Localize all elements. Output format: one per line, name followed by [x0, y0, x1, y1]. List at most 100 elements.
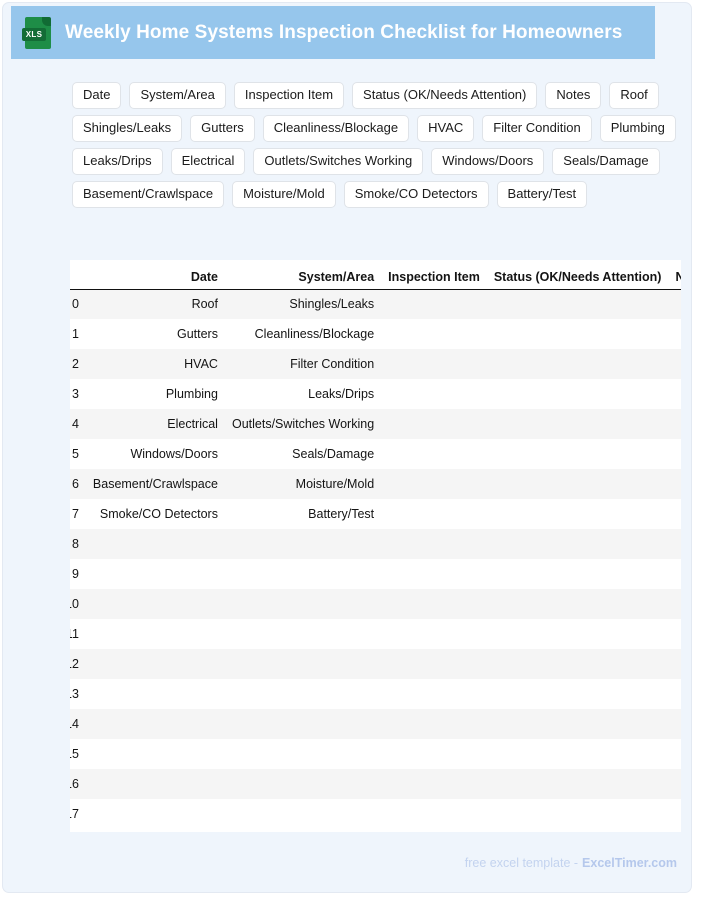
keyword-chip[interactable]: Cleanliness/Blockage: [262, 115, 410, 142]
table-cell[interactable]: [381, 499, 487, 529]
row-index-cell[interactable]: 0: [71, 297, 79, 312]
table-cell[interactable]: [86, 619, 225, 649]
table-cell[interactable]: [86, 769, 225, 799]
keyword-chip[interactable]: Basement/Crawlspace: [72, 181, 225, 208]
table-cell[interactable]: [381, 619, 487, 649]
row-index-cell[interactable]: 7: [71, 507, 79, 521]
table-cell[interactable]: [86, 709, 225, 739]
table-cell[interactable]: [86, 559, 225, 589]
table-row[interactable]: 16: [70, 769, 681, 799]
table-cell[interactable]: [381, 799, 487, 829]
keyword-chip[interactable]: Battery/Test: [496, 181, 588, 208]
row-index-cell[interactable]: 15: [70, 747, 79, 761]
table-row[interactable]: 4 Electrical Outlets/Switches Working: [70, 409, 681, 439]
table-cell[interactable]: [381, 439, 487, 469]
keyword-chip[interactable]: HVAC: [417, 115, 475, 142]
row-index-cell[interactable]: 12: [70, 657, 79, 671]
table-cell[interactable]: [668, 469, 681, 499]
keyword-chip[interactable]: Moisture/Mold: [232, 181, 336, 208]
table-cell[interactable]: [668, 709, 681, 739]
keyword-chip[interactable]: Notes: [545, 82, 602, 109]
table-cell[interactable]: [381, 469, 487, 499]
table-cell[interactable]: Smoke/CO Detectors: [99, 507, 218, 521]
row-index-cell[interactable]: 4: [71, 417, 79, 431]
table-cell[interactable]: Roof: [191, 297, 218, 312]
table-row[interactable]: 10: [70, 589, 681, 619]
table-cell[interactable]: [487, 349, 669, 379]
table-cell[interactable]: [225, 559, 381, 589]
keyword-chip[interactable]: Filter Condition: [482, 115, 592, 142]
table-cell[interactable]: [668, 349, 681, 379]
table-row[interactable]: 5 Windows/Doors Seals/Damage: [70, 439, 681, 469]
table-row[interactable]: 7 Smoke/CO Detectors Battery/Test: [70, 499, 681, 529]
table-cell[interactable]: [225, 589, 381, 619]
table-cell[interactable]: [487, 319, 669, 349]
table-cell[interactable]: [225, 769, 381, 799]
keyword-chip[interactable]: Plumbing: [599, 115, 676, 142]
table-cell[interactable]: Electrical: [167, 417, 218, 431]
row-index-cell[interactable]: 13: [70, 687, 79, 701]
table-cell[interactable]: Filter Condition: [290, 357, 375, 371]
table-cell[interactable]: Basement/Crawlspace: [92, 477, 218, 491]
table-row[interactable]: 2 HVAC Filter Condition: [70, 349, 681, 379]
table-cell[interactable]: [487, 499, 669, 529]
table-row[interactable]: 1 Gutters Cleanliness/Blockage: [70, 319, 681, 349]
table-cell[interactable]: [668, 679, 681, 709]
table-cell[interactable]: [668, 589, 681, 619]
table-cell[interactable]: [487, 439, 669, 469]
table-cell[interactable]: [668, 649, 681, 679]
row-index-cell[interactable]: 1: [71, 327, 79, 341]
table-cell[interactable]: Leaks/Drips: [308, 387, 375, 401]
table-cell[interactable]: [668, 619, 681, 649]
row-index-cell[interactable]: 14: [70, 717, 79, 731]
spreadsheet-table-viewport[interactable]: Date System/Area Inspection Item Status (OK…: [70, 260, 681, 832]
table-cell[interactable]: Seals/Damage: [292, 447, 375, 461]
table-cell[interactable]: [487, 559, 669, 589]
table-cell[interactable]: [225, 619, 381, 649]
table-cell[interactable]: [487, 649, 669, 679]
table-cell[interactable]: [86, 649, 225, 679]
table-cell[interactable]: [381, 379, 487, 409]
table-cell[interactable]: [381, 289, 487, 319]
table-cell[interactable]: [86, 799, 225, 829]
row-index-cell[interactable]: 6: [71, 477, 79, 491]
table-cell[interactable]: HVAC: [184, 357, 218, 371]
table-row[interactable]: 6 Basement/Crawlspace Moisture/Mold: [70, 469, 681, 499]
table-cell[interactable]: [668, 529, 681, 559]
table-cell[interactable]: Cleanliness/Blockage: [254, 327, 375, 341]
table-cell[interactable]: Shingles/Leaks: [289, 297, 375, 312]
row-index-cell[interactable]: 17: [70, 807, 79, 821]
table-cell[interactable]: [225, 679, 381, 709]
table-cell[interactable]: [487, 589, 669, 619]
table-cell[interactable]: [668, 439, 681, 469]
row-index-cell[interactable]: 8: [71, 537, 79, 551]
table-cell[interactable]: [381, 319, 487, 349]
table-cell[interactable]: [381, 589, 487, 619]
row-index-cell[interactable]: 10: [70, 597, 79, 611]
table-row[interactable]: 12: [70, 649, 681, 679]
table-row[interactable]: 14: [70, 709, 681, 739]
table-cell[interactable]: Windows/Doors: [130, 447, 218, 461]
table-cell[interactable]: [381, 649, 487, 679]
table-cell[interactable]: [225, 649, 381, 679]
keyword-chip[interactable]: Gutters: [190, 115, 255, 142]
table-cell[interactable]: [381, 769, 487, 799]
table-cell[interactable]: [381, 409, 487, 439]
table-cell[interactable]: [487, 709, 669, 739]
table-cell[interactable]: [668, 289, 681, 319]
table-cell[interactable]: [487, 769, 669, 799]
row-index-cell[interactable]: 16: [70, 777, 79, 791]
table-cell[interactable]: Plumbing: [165, 387, 218, 401]
table-row[interactable]: 3 Plumbing Leaks/Drips: [70, 379, 681, 409]
table-cell[interactable]: Battery/Test: [308, 507, 375, 521]
row-index-cell[interactable]: 2: [71, 357, 79, 371]
keyword-chip[interactable]: Leaks/Drips: [72, 148, 163, 175]
keyword-chip[interactable]: Seals/Damage: [552, 148, 660, 175]
table-row[interactable]: 17: [70, 799, 681, 829]
keyword-chip[interactable]: Electrical: [170, 148, 246, 175]
table-cell[interactable]: Gutters: [176, 327, 218, 341]
keyword-chip[interactable]: Windows/Doors: [431, 148, 545, 175]
row-index-cell[interactable]: 3: [71, 387, 79, 401]
row-index-cell[interactable]: 9: [71, 567, 79, 581]
keyword-chip[interactable]: Inspection Item: [233, 82, 345, 109]
